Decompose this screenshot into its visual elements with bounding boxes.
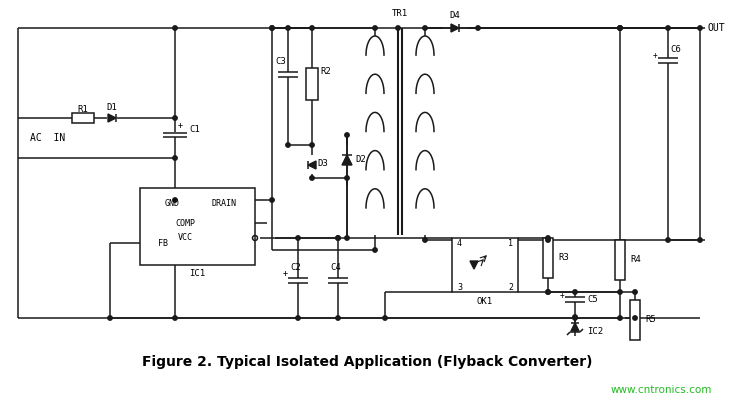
- Circle shape: [546, 290, 551, 294]
- Circle shape: [173, 316, 177, 320]
- Circle shape: [309, 176, 314, 180]
- Circle shape: [618, 26, 623, 30]
- Text: 3: 3: [457, 283, 462, 292]
- Text: GND: GND: [165, 198, 180, 207]
- Circle shape: [309, 143, 314, 147]
- Text: 4: 4: [457, 239, 462, 249]
- Text: +: +: [178, 122, 183, 130]
- Polygon shape: [108, 114, 116, 122]
- Text: AC  IN: AC IN: [30, 133, 65, 143]
- Circle shape: [423, 238, 427, 242]
- Circle shape: [345, 133, 349, 137]
- Circle shape: [618, 290, 623, 294]
- Text: D2: D2: [355, 156, 366, 164]
- Text: R2: R2: [320, 68, 331, 77]
- Text: 2: 2: [508, 283, 513, 292]
- Polygon shape: [470, 261, 478, 269]
- Circle shape: [666, 238, 670, 242]
- Circle shape: [698, 238, 702, 242]
- Circle shape: [173, 156, 177, 160]
- Polygon shape: [571, 323, 579, 331]
- Text: R3: R3: [558, 254, 569, 262]
- Polygon shape: [451, 24, 459, 32]
- Text: C4: C4: [331, 264, 341, 273]
- Bar: [306, 68, 318, 100]
- Bar: [543, 238, 553, 278]
- Bar: [615, 240, 625, 280]
- Circle shape: [173, 116, 177, 120]
- Text: +: +: [282, 269, 287, 279]
- Polygon shape: [342, 155, 352, 165]
- Circle shape: [173, 198, 177, 202]
- Text: C5: C5: [587, 294, 598, 303]
- Bar: [72, 113, 94, 123]
- Circle shape: [573, 316, 577, 320]
- Text: R4: R4: [630, 256, 641, 264]
- Bar: [452, 238, 518, 292]
- Text: R1: R1: [78, 104, 88, 113]
- Text: OK1: OK1: [477, 298, 493, 307]
- Circle shape: [336, 316, 340, 320]
- Text: D3: D3: [317, 158, 328, 168]
- Circle shape: [423, 26, 427, 30]
- Text: OUT: OUT: [708, 23, 725, 33]
- Text: VCC: VCC: [177, 234, 193, 243]
- Circle shape: [546, 290, 551, 294]
- Circle shape: [286, 143, 290, 147]
- Text: D4: D4: [450, 11, 460, 21]
- Text: +: +: [559, 290, 564, 300]
- Bar: [140, 188, 255, 265]
- Circle shape: [108, 316, 112, 320]
- Text: C1: C1: [189, 126, 200, 134]
- Text: C2: C2: [290, 264, 301, 273]
- Bar: [630, 300, 640, 340]
- Circle shape: [476, 26, 480, 30]
- Circle shape: [383, 316, 387, 320]
- Circle shape: [396, 26, 400, 30]
- Text: IC1: IC1: [189, 269, 205, 277]
- Text: 1: 1: [508, 239, 513, 249]
- Text: www.cntronics.com: www.cntronics.com: [611, 385, 712, 395]
- Circle shape: [573, 315, 577, 319]
- Text: Figure 2. Typical Isolated Application (Flyback Converter): Figure 2. Typical Isolated Application (…: [143, 355, 592, 369]
- Circle shape: [173, 26, 177, 30]
- Circle shape: [633, 290, 637, 294]
- Circle shape: [698, 26, 702, 30]
- Text: IC2: IC2: [587, 328, 603, 337]
- Text: TR1: TR1: [392, 9, 408, 19]
- Text: C3: C3: [275, 58, 286, 66]
- Circle shape: [633, 316, 637, 320]
- Text: DRAIN: DRAIN: [212, 198, 237, 207]
- Polygon shape: [308, 161, 316, 169]
- Circle shape: [336, 236, 340, 240]
- Circle shape: [618, 26, 623, 30]
- Text: C6: C6: [670, 45, 681, 55]
- Circle shape: [345, 176, 349, 180]
- Circle shape: [546, 236, 551, 240]
- Circle shape: [295, 316, 300, 320]
- Circle shape: [618, 26, 623, 30]
- Circle shape: [309, 26, 314, 30]
- Circle shape: [373, 248, 377, 252]
- Circle shape: [336, 236, 340, 240]
- Circle shape: [270, 26, 274, 30]
- Circle shape: [286, 26, 290, 30]
- Circle shape: [573, 290, 577, 294]
- Circle shape: [295, 236, 300, 240]
- Circle shape: [345, 236, 349, 240]
- Text: +: +: [653, 51, 657, 60]
- Circle shape: [270, 26, 274, 30]
- Text: R5: R5: [645, 315, 656, 324]
- Circle shape: [373, 26, 377, 30]
- Circle shape: [666, 26, 670, 30]
- Text: COMP: COMP: [175, 219, 195, 228]
- Circle shape: [618, 316, 623, 320]
- Text: D1: D1: [107, 102, 118, 111]
- Circle shape: [546, 238, 551, 242]
- Text: FB: FB: [158, 239, 168, 247]
- Circle shape: [270, 198, 274, 202]
